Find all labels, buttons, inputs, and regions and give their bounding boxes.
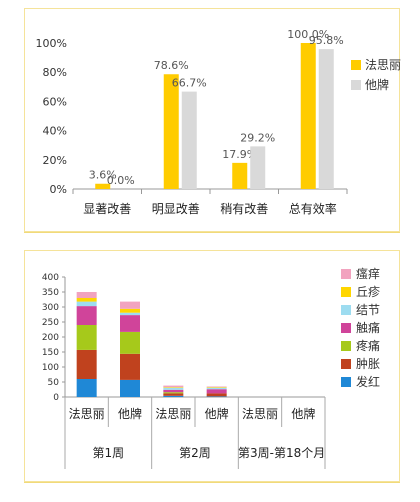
legend-swatch — [341, 323, 351, 333]
y-tick-label: 400 — [42, 273, 59, 283]
bar — [300, 43, 316, 189]
data-label: 0.0% — [107, 174, 135, 187]
stacked-bar-segment — [120, 353, 140, 380]
stacked-bar-segment — [120, 301, 140, 309]
x-tick-label: 显著改善 — [83, 201, 131, 216]
bar — [95, 183, 111, 189]
bar — [232, 162, 248, 189]
x-tick-label: 他牌 — [205, 407, 229, 421]
x-tick-label: 法思丽 — [242, 407, 278, 421]
y-tick-label: 0% — [50, 183, 67, 196]
y-tick-label: 100% — [36, 37, 67, 50]
stacked-bar-segment — [76, 301, 97, 307]
stacked-bar-segment — [163, 395, 184, 397]
legend-swatch — [351, 60, 361, 70]
x-tick-label: 法思丽 — [69, 407, 105, 421]
stacked-bar-segment — [206, 386, 227, 388]
legend-label: 丘疹 — [356, 284, 380, 299]
stacked-bar-segment — [206, 387, 227, 388]
data-label: 3.6% — [89, 169, 117, 182]
y-tick-label: 60% — [43, 95, 67, 108]
legend-label: 肿胀 — [356, 356, 380, 371]
x-tick-label: 他牌 — [291, 407, 315, 421]
stacked-bar-segment — [206, 387, 227, 390]
legend-swatch — [341, 341, 351, 351]
legend-label: 他牌 — [365, 78, 389, 92]
y-tick-label: 20% — [43, 154, 67, 167]
legend-label: 法思丽 — [365, 58, 401, 72]
y-tick-label: 150 — [42, 348, 59, 358]
efficacy-chart-panel: 0% 20% 40% 60% 80% 100% 3.6% 0.0% 显著改善 78.6% 66.7%… — [24, 8, 401, 232]
legend-swatch — [341, 377, 351, 387]
stacked-bar-segment — [76, 349, 97, 379]
stacked-bar-segment — [206, 393, 227, 397]
data-label: 100.0% — [287, 28, 329, 41]
data-label: 95.8% — [309, 34, 344, 47]
y-tick-label: 200 — [42, 333, 59, 343]
legend-swatch — [341, 359, 351, 369]
bar — [318, 49, 334, 189]
y-tick-label: 300 — [42, 303, 59, 313]
y-tick-label: 80% — [43, 66, 67, 79]
stacked-bar-segment — [120, 379, 140, 397]
stacked-bar-segment — [120, 315, 140, 332]
y-tick-label: 100 — [42, 363, 59, 373]
bar — [181, 91, 197, 189]
legend-swatch — [341, 287, 351, 297]
x-tick-label: 总有效率 — [289, 201, 337, 216]
stacked-bar-segment — [76, 325, 97, 350]
stacked-bar-segment — [163, 392, 184, 394]
group-label: 第3周-第18个月 — [238, 446, 325, 460]
stacked-bar-segment — [163, 385, 184, 388]
stacked-bar-segment — [163, 389, 184, 393]
x-tick-label: 稍有改善 — [220, 201, 268, 216]
stacked-bar-segment — [76, 306, 97, 325]
group-label: 第1周 — [93, 446, 125, 460]
stacked-bar-segment — [76, 298, 97, 302]
legend-label: 疼痛 — [356, 338, 380, 353]
y-tick-label: 50 — [48, 378, 60, 388]
stacked-bar-segment — [163, 387, 184, 388]
legend-swatch — [341, 269, 351, 279]
x-tick-label: 明显改善 — [152, 201, 200, 216]
x-tick-label: 法思丽 — [155, 407, 191, 421]
legend-label: 结节 — [356, 303, 380, 317]
bar — [163, 74, 179, 189]
legend-swatch — [351, 80, 361, 90]
data-label: 17.9% — [222, 148, 257, 161]
y-tick-label: 250 — [42, 318, 59, 328]
legend-label: 瘙痒 — [356, 266, 380, 281]
stacked-bar-segment — [120, 331, 140, 354]
stacked-bar-segment — [206, 389, 227, 394]
legend-label: 触痛 — [356, 320, 380, 335]
y-tick-label: 40% — [43, 125, 67, 138]
stacked-bar-segment — [206, 396, 227, 397]
symptom-chart-panel: 0 50 100 150 200 250 300 350 400 法思丽 他牌 法思丽 他牌 法思丽 他牌第… — [24, 250, 400, 482]
data-label: 66.7% — [172, 77, 207, 90]
y-tick-label: 0 — [53, 393, 59, 403]
data-label: 29.2% — [240, 131, 275, 144]
data-label: 78.6% — [154, 59, 189, 72]
stacked-bar-segment — [76, 379, 97, 397]
y-tick-label: 350 — [42, 288, 59, 298]
bar — [250, 146, 266, 189]
stacked-bar-segment — [163, 387, 184, 390]
legend-label: 发红 — [356, 374, 380, 389]
efficacy-bar-chart: 0% 20% 40% 60% 80% 100% 3.6%0.0% 显著改善 78.6% 66.7%… — [36, 28, 401, 216]
x-tick-label: 他牌 — [118, 407, 142, 421]
stacked-bar-segment — [120, 312, 140, 316]
stacked-bar-segment — [163, 393, 184, 396]
stacked-bar-segment — [120, 308, 140, 313]
legend-swatch — [341, 305, 351, 315]
stacked-bar-segment — [76, 292, 97, 298]
group-label: 第2周 — [179, 446, 211, 460]
